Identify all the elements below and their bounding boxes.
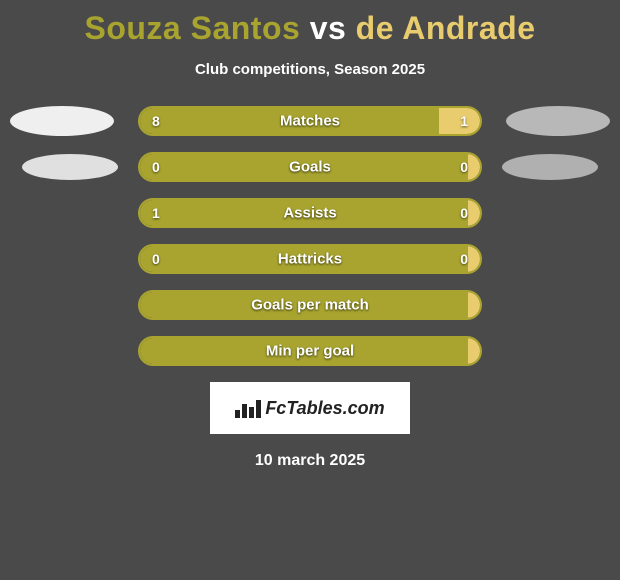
stat-row: Min per goal: [0, 336, 620, 366]
brand-logo: FcTables.com: [210, 382, 410, 434]
stat-bar: Goals per match: [138, 290, 482, 320]
stat-row: 8 1 Matches: [0, 106, 620, 136]
stat-value-player2: 0: [460, 251, 468, 267]
title-vs: vs: [310, 10, 347, 46]
stat-label: Hattricks: [278, 251, 342, 268]
stat-label: Goals per match: [251, 297, 369, 314]
stat-segment-player2: 0: [468, 200, 480, 226]
stat-bar: 1 0 Assists: [138, 198, 482, 228]
spotlight-left: [10, 106, 114, 136]
brand-text: FcTables.com: [265, 398, 384, 419]
stat-bar: Min per goal: [138, 336, 482, 366]
stat-value-player2: 1: [460, 113, 468, 129]
stat-bar: 00Hattricks: [138, 244, 482, 274]
stat-value-player2: 0: [460, 205, 468, 221]
subtitle: Club competitions, Season 2025: [0, 61, 620, 78]
stat-value-player1: 8: [152, 113, 160, 129]
stat-row: 1 0 Assists: [0, 198, 620, 228]
stat-segment-player2: 0: [468, 246, 480, 272]
stat-segment-player2: 0: [468, 154, 480, 180]
stat-value-player1: 0: [152, 251, 160, 267]
stat-row: 00Hattricks: [0, 244, 620, 274]
chart-icon: [235, 398, 261, 418]
stat-segment-player2: [468, 338, 480, 364]
stat-label: Matches: [280, 113, 340, 130]
stat-label: Assists: [283, 205, 336, 222]
stat-segment-player2: [468, 292, 480, 318]
stat-label: Min per goal: [266, 343, 354, 360]
stat-bar: 8 1 Matches: [138, 106, 482, 136]
date-label: 10 march 2025: [0, 452, 620, 470]
stat-value-player1: 1: [152, 205, 160, 221]
stat-value-player2: 0: [460, 159, 468, 175]
stat-value-player1: 0: [152, 159, 160, 175]
comparison-stage: 81Matches00Goals10Assists00HattricksGoal…: [0, 106, 620, 366]
title-player2: de Andrade: [356, 10, 536, 46]
stat-label: Goals: [289, 159, 331, 176]
stat-row: 00Goals: [0, 152, 620, 182]
spotlight-right: [502, 154, 598, 180]
title-player1: Souza Santos: [84, 10, 300, 46]
stat-bar: 00Goals: [138, 152, 482, 182]
stat-segment-player2: 1: [439, 108, 480, 134]
page-title: Souza Santos vs de Andrade: [0, 0, 620, 47]
stat-row: Goals per match: [0, 290, 620, 320]
spotlight-right: [506, 106, 610, 136]
spotlight-left: [22, 154, 118, 180]
